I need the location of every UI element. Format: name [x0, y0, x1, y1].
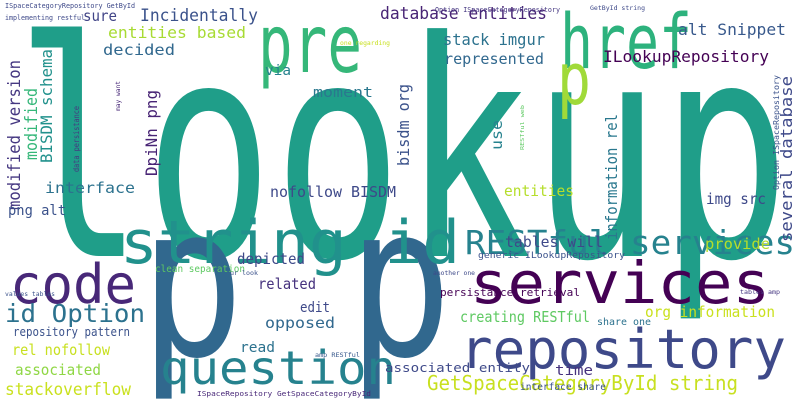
word: one regarding: [340, 40, 390, 47]
word: rel nofollow: [12, 341, 111, 359]
word: amp RESTful: [315, 352, 360, 359]
word: question: [160, 341, 396, 395]
word: RESTful services: [465, 223, 795, 262]
word: ISpaceCategoryRepository GetById: [5, 2, 135, 10]
word: bisdm org: [394, 84, 413, 166]
word: alt Snippet: [678, 20, 786, 39]
word: GetById string: [590, 5, 645, 12]
word: several database: [777, 76, 796, 242]
word: png alt: [8, 203, 66, 219]
word: p: [557, 37, 591, 121]
word: modified: [22, 88, 42, 160]
word: id Option: [5, 299, 145, 328]
word: string id: [120, 208, 460, 278]
word: repository pattern: [13, 325, 130, 339]
word: code: [10, 253, 136, 316]
word: information rel: [602, 114, 621, 240]
word: represented: [444, 50, 544, 68]
word: lookup: [15, 0, 790, 327]
word: ur look: [230, 270, 258, 277]
word: sure: [83, 7, 117, 25]
word: stackoverflow: [5, 380, 132, 400]
word: database entities: [380, 4, 547, 24]
word: associated: [15, 361, 101, 379]
word: stack imgur: [443, 30, 545, 49]
word: use: [488, 120, 506, 150]
word: another one: [433, 270, 475, 277]
word: Option ISpaceRepository: [772, 75, 781, 190]
word: may want: [115, 81, 122, 111]
word: DpiNn png: [142, 90, 161, 176]
word: p p: [140, 160, 452, 400]
word: services: [470, 249, 770, 317]
word: tables amp: [740, 289, 780, 296]
word: RESTful web: [520, 105, 526, 150]
word: read: [240, 340, 275, 356]
word: implementing restful: [5, 14, 85, 22]
word: ILookupRepository: [603, 47, 769, 66]
word: tables will: [505, 233, 603, 251]
word: related: [258, 275, 316, 293]
word: moment: [313, 85, 373, 101]
word: persistance retrieval: [440, 286, 580, 299]
word: Incidentally: [140, 6, 258, 26]
word: entities: [504, 182, 574, 200]
word: pre: [258, 0, 362, 91]
word: interface: [45, 179, 135, 197]
word: time: [555, 363, 593, 379]
word: img src: [706, 190, 766, 208]
word: href: [560, 0, 692, 86]
word: GetSpaceCategoryById string: [427, 371, 738, 395]
word: edit: [300, 300, 330, 316]
word: entities based: [108, 23, 246, 42]
word: generic ILookupRepository: [478, 251, 626, 261]
word: decided: [103, 41, 175, 59]
word: values tables: [5, 291, 55, 298]
word: ISpaceRepository GetSpaceCategoryById: [197, 390, 371, 398]
word: Option ISpaceCategoryRepository: [435, 6, 560, 14]
word: modified version: [5, 60, 25, 210]
word: org information: [645, 303, 775, 321]
word: opposed: [265, 314, 335, 332]
word: creating RESTful: [460, 308, 590, 326]
word: BISDM schema: [37, 49, 56, 163]
word: data persistance: [72, 106, 81, 172]
word: associated entity: [385, 361, 530, 375]
word: depicted: [237, 250, 305, 268]
word: interface share: [520, 382, 606, 393]
word: share one: [597, 317, 651, 328]
word: clean separation: [155, 264, 245, 275]
word: via: [265, 63, 291, 79]
word: provide: [705, 235, 770, 253]
word: repository: [460, 318, 786, 381]
word: nofollow BISDM: [270, 183, 396, 201]
